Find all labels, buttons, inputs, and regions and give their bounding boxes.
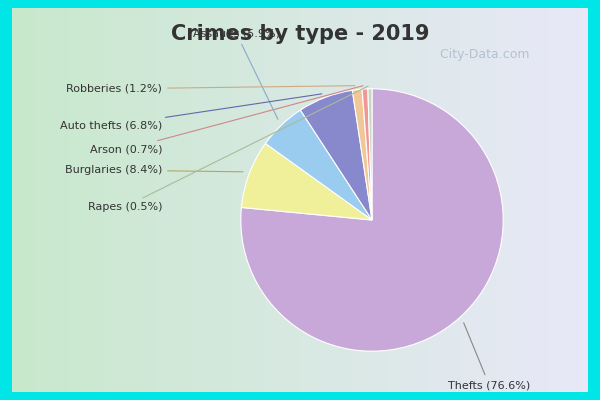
Text: Burglaries (8.4%): Burglaries (8.4%) bbox=[65, 165, 243, 175]
Text: Thefts (76.6%): Thefts (76.6%) bbox=[448, 323, 530, 390]
Text: Assaults (5.9%): Assaults (5.9%) bbox=[193, 29, 280, 119]
Text: City-Data.com: City-Data.com bbox=[432, 48, 530, 61]
Text: Auto thefts (6.8%): Auto thefts (6.8%) bbox=[60, 94, 322, 130]
Text: Crimes by type - 2019: Crimes by type - 2019 bbox=[171, 24, 429, 44]
Wedge shape bbox=[301, 90, 372, 220]
Text: Rapes (0.5%): Rapes (0.5%) bbox=[88, 86, 368, 212]
Text: Robberies (1.2%): Robberies (1.2%) bbox=[66, 84, 355, 94]
Text: Arson (0.7%): Arson (0.7%) bbox=[89, 86, 363, 154]
Wedge shape bbox=[241, 89, 503, 351]
Wedge shape bbox=[352, 89, 372, 220]
Wedge shape bbox=[362, 89, 372, 220]
Wedge shape bbox=[241, 144, 372, 220]
Wedge shape bbox=[265, 110, 372, 220]
Wedge shape bbox=[368, 89, 372, 220]
